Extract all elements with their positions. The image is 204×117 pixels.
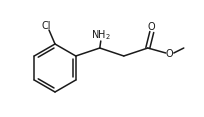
Text: NH$_2$: NH$_2$ [91,28,111,42]
Text: O: O [166,49,174,59]
Text: O: O [148,22,156,32]
Text: Cl: Cl [41,21,51,31]
